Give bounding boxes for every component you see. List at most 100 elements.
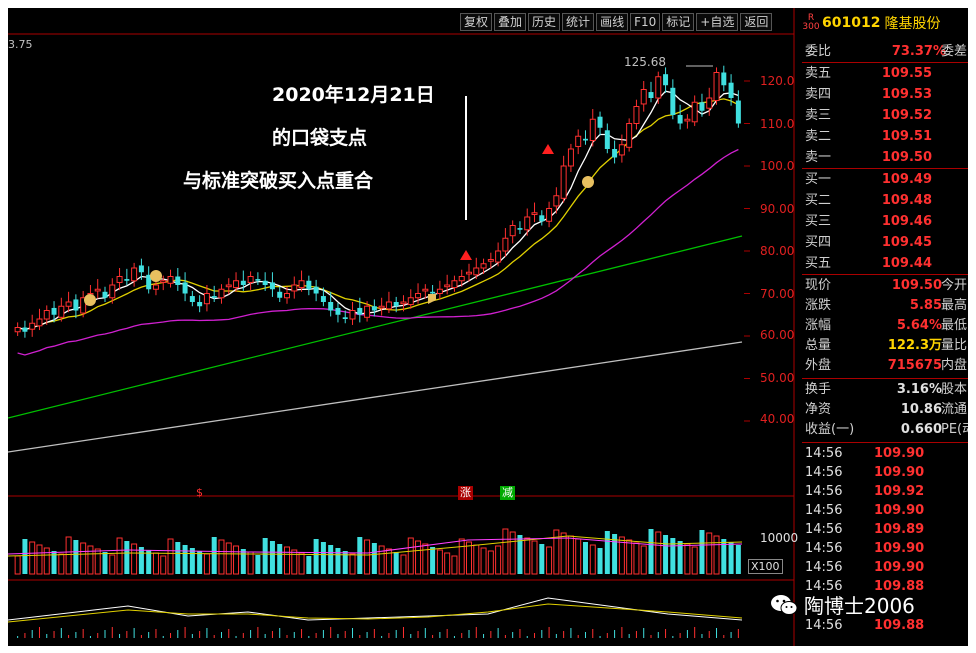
candle-body-up [364, 305, 371, 318]
candle-body-up [29, 322, 36, 330]
candle-body-up [495, 250, 502, 263]
candle-body-down [255, 279, 261, 281]
order-row-buy2[interactable]: 买二 109.48 [805, 193, 932, 208]
candle-body-down [371, 306, 377, 311]
candle-body-up [458, 276, 465, 282]
volume-bar [728, 542, 734, 574]
candle-body-down [677, 115, 683, 124]
price-tick: 90.00 [760, 202, 795, 216]
toolbar-overlay-button[interactable]: 叠加 [494, 13, 527, 31]
volume-bar [655, 531, 662, 575]
watermark-text: 陶博士2006 [804, 594, 915, 618]
volume-bar [670, 538, 676, 574]
order-row-buy3[interactable]: 买三 109.46 [805, 214, 932, 229]
stock-name: 隆基股份 [884, 16, 941, 32]
volume-bar [225, 542, 232, 575]
candle-body-up [36, 318, 43, 327]
toolbar-watchlist-button[interactable]: +自选 [696, 13, 739, 31]
tick-row: 14:56 109.90 [805, 465, 925, 480]
ma-long3-line [8, 341, 743, 453]
ma-long2-line [8, 235, 743, 419]
order-row-sell5[interactable]: 卖五 109.55 [805, 66, 932, 81]
wechat-icon [771, 594, 798, 615]
volume-bar [124, 541, 130, 574]
toolbar-f10-button[interactable]: F10 [630, 13, 661, 31]
volume-bar [422, 543, 429, 575]
candle-body-up [640, 89, 647, 105]
candle-body-down [269, 282, 275, 290]
candle-body-up [466, 271, 472, 275]
volume-bar [14, 555, 21, 575]
candle-body-up [626, 123, 633, 148]
volume-bar [65, 536, 72, 575]
volume-bar [94, 548, 101, 575]
tick-row: 14:56 109.89 [805, 522, 925, 537]
volume-bar [87, 545, 94, 575]
candle-body-up [247, 276, 254, 283]
candle-body-up [422, 288, 429, 292]
candle-body-up [65, 301, 72, 307]
order-row-sell1[interactable]: 卖一 109.50 [805, 150, 932, 165]
order-row-buy1[interactable]: 买一 109.49 [805, 172, 932, 187]
volume-bar [706, 532, 713, 575]
volume-bar [240, 549, 246, 574]
order-row-buy5[interactable]: 买五 109.44 [805, 256, 932, 271]
candle-body-up [589, 118, 596, 141]
candle-body-up [713, 72, 720, 102]
candle-body-down [612, 149, 618, 158]
candle-body-down [582, 138, 588, 141]
divider [802, 62, 968, 63]
buy-signal-triangle [542, 144, 554, 154]
toolbar-fuquan-button[interactable]: 复权 [460, 13, 493, 31]
volume-bar [102, 552, 108, 574]
volume-bar [458, 538, 465, 575]
order-row-buy4[interactable]: 买四 109.45 [805, 235, 932, 250]
candle-body-up [560, 165, 567, 199]
volume-bar [612, 534, 618, 574]
candle-body-down [539, 215, 545, 222]
order-row-sell2[interactable]: 卖二 109.51 [805, 129, 932, 144]
divider [802, 274, 968, 275]
candle-body-up [298, 280, 305, 289]
price-tick: 110.0 [760, 117, 795, 131]
volume-bar [509, 531, 516, 575]
volume-bar [495, 545, 502, 575]
volume-ma-line [8, 535, 743, 557]
volume-bar [524, 537, 531, 575]
volume-bar [713, 535, 720, 575]
candle-body-down [430, 291, 436, 294]
volume-bar [575, 538, 582, 575]
candle-body-up [473, 267, 480, 276]
high-price-label: 125.68 [624, 55, 666, 69]
candle-body-up [487, 259, 494, 262]
candle-body-down [277, 291, 283, 298]
signal-marker-zhang: 涨 [458, 486, 473, 500]
kline-chart[interactable] [8, 8, 968, 646]
candle-body-down [182, 282, 188, 294]
toolbar-mark-button[interactable]: 标记 [662, 13, 695, 31]
candle-body-down [517, 228, 523, 230]
volume-bar [167, 538, 174, 575]
candle-body-up [378, 305, 385, 309]
toolbar-draw-button[interactable]: 画线 [596, 13, 629, 31]
price-tick: 100.0 [760, 159, 795, 173]
candle-body-up [633, 106, 640, 124]
annotation-breakout: 与标准突破买入点重合 [183, 170, 374, 192]
toolbar-history-button[interactable]: 历史 [528, 13, 561, 31]
candle-body-up [531, 212, 538, 215]
order-row-sell4[interactable]: 卖四 109.53 [805, 87, 932, 102]
candle-body-up [218, 288, 225, 299]
candle-body-up [567, 148, 574, 167]
candle-body-down [648, 92, 654, 98]
candle-body-down [175, 276, 181, 285]
candle-body-up [655, 76, 662, 99]
toolbar-back-button[interactable]: 返回 [740, 13, 773, 31]
toolbar-stats-button[interactable]: 统计 [562, 13, 595, 31]
candle-body-down [73, 299, 79, 311]
volume-bar [269, 541, 275, 574]
volume-bar [691, 546, 698, 575]
candle-body-down [313, 286, 319, 294]
volume-bar [451, 555, 458, 575]
order-row-sell3[interactable]: 卖三 109.52 [805, 108, 932, 123]
